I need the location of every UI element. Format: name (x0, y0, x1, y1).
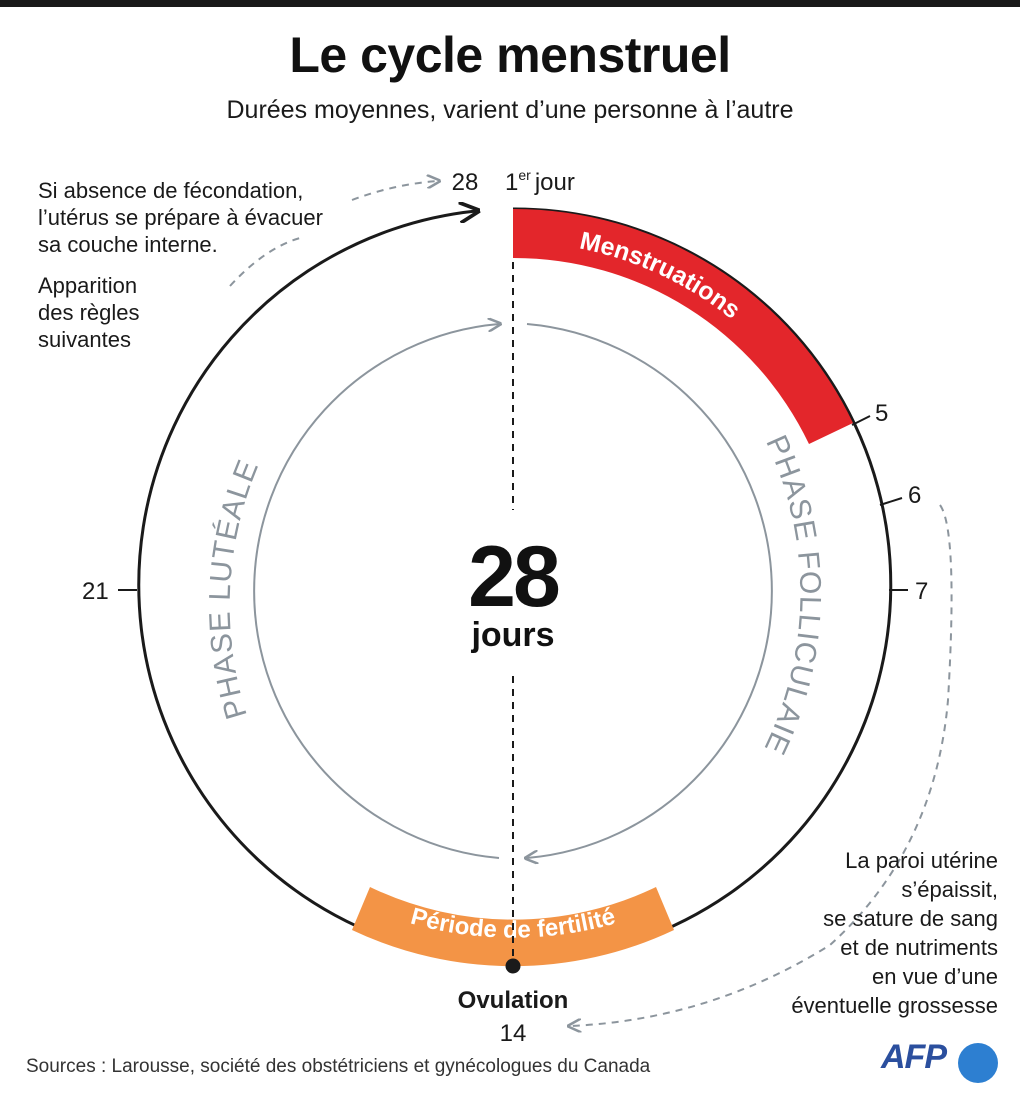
tick-day-6 (879, 497, 903, 506)
note-line: éventuelle grossesse (791, 993, 998, 1018)
day-label-28: 28 (452, 169, 479, 196)
afp-logo-text: AFP (881, 1038, 947, 1076)
top-rule (0, 0, 1020, 7)
day-label-7: 7 (915, 578, 928, 605)
note-luteal-end: Si absence de fécondation, l’utérus se p… (38, 177, 378, 258)
note-uterine-wall: La paroi utérine s’épaissit, se sature d… (718, 846, 998, 1020)
cycle-total-days: 28 (468, 529, 559, 625)
annotation-arrow-left (229, 237, 301, 287)
note-line: suivantes (38, 327, 131, 352)
note-line: La paroi utérine (845, 848, 998, 873)
follicular-phase-arc (527, 323, 773, 858)
note-line: Si absence de fécondation, (38, 178, 304, 203)
page-title: Le cycle menstruel (289, 27, 731, 83)
day-label-5: 5 (875, 400, 888, 427)
day-label-6: 6 (908, 482, 921, 509)
afp-logo-icon (958, 1043, 998, 1083)
first-day-number: 1 (505, 169, 518, 196)
first-day-sup: er (518, 167, 531, 183)
note-line: des règles (38, 300, 140, 325)
ovulation-label: Ovulation (458, 987, 569, 1014)
menstruation-band (513, 208, 853, 444)
annotation-arrow-right (570, 504, 953, 1026)
note-line: se sature de sang (823, 906, 998, 931)
note-line: l’utérus se prépare à évacuer (38, 205, 323, 230)
cycle-total-unit: jours (470, 616, 554, 654)
note-line: Apparition (38, 273, 138, 298)
note-next-period: Apparition des règles suivantes (38, 272, 238, 353)
day-label-14: 14 (500, 1020, 527, 1047)
note-line: et de nutriments (840, 935, 998, 960)
page-subtitle: Durées moyennes, varient d’une personne … (226, 96, 794, 124)
note-line: sa couche interne. (38, 232, 218, 257)
day-label-21: 21 (82, 578, 109, 605)
luteal-phase-label: PHASE LUTÉALE (204, 455, 266, 723)
ovulation-dot (505, 958, 521, 974)
luteal-phase-arc (253, 324, 499, 859)
annotation-arrow-top (351, 181, 438, 201)
note-line: s’épaissit, (901, 877, 998, 902)
follicular-phase-label: PHASE FOLLICULAIE (757, 430, 826, 760)
first-day-word: jour (534, 169, 575, 196)
tick-day-5 (851, 415, 871, 426)
note-line: en vue d’une (872, 964, 998, 989)
first-day-label: 1er jour (505, 167, 575, 196)
sources-credit: Sources : Larousse, société des obstétri… (26, 1056, 651, 1077)
